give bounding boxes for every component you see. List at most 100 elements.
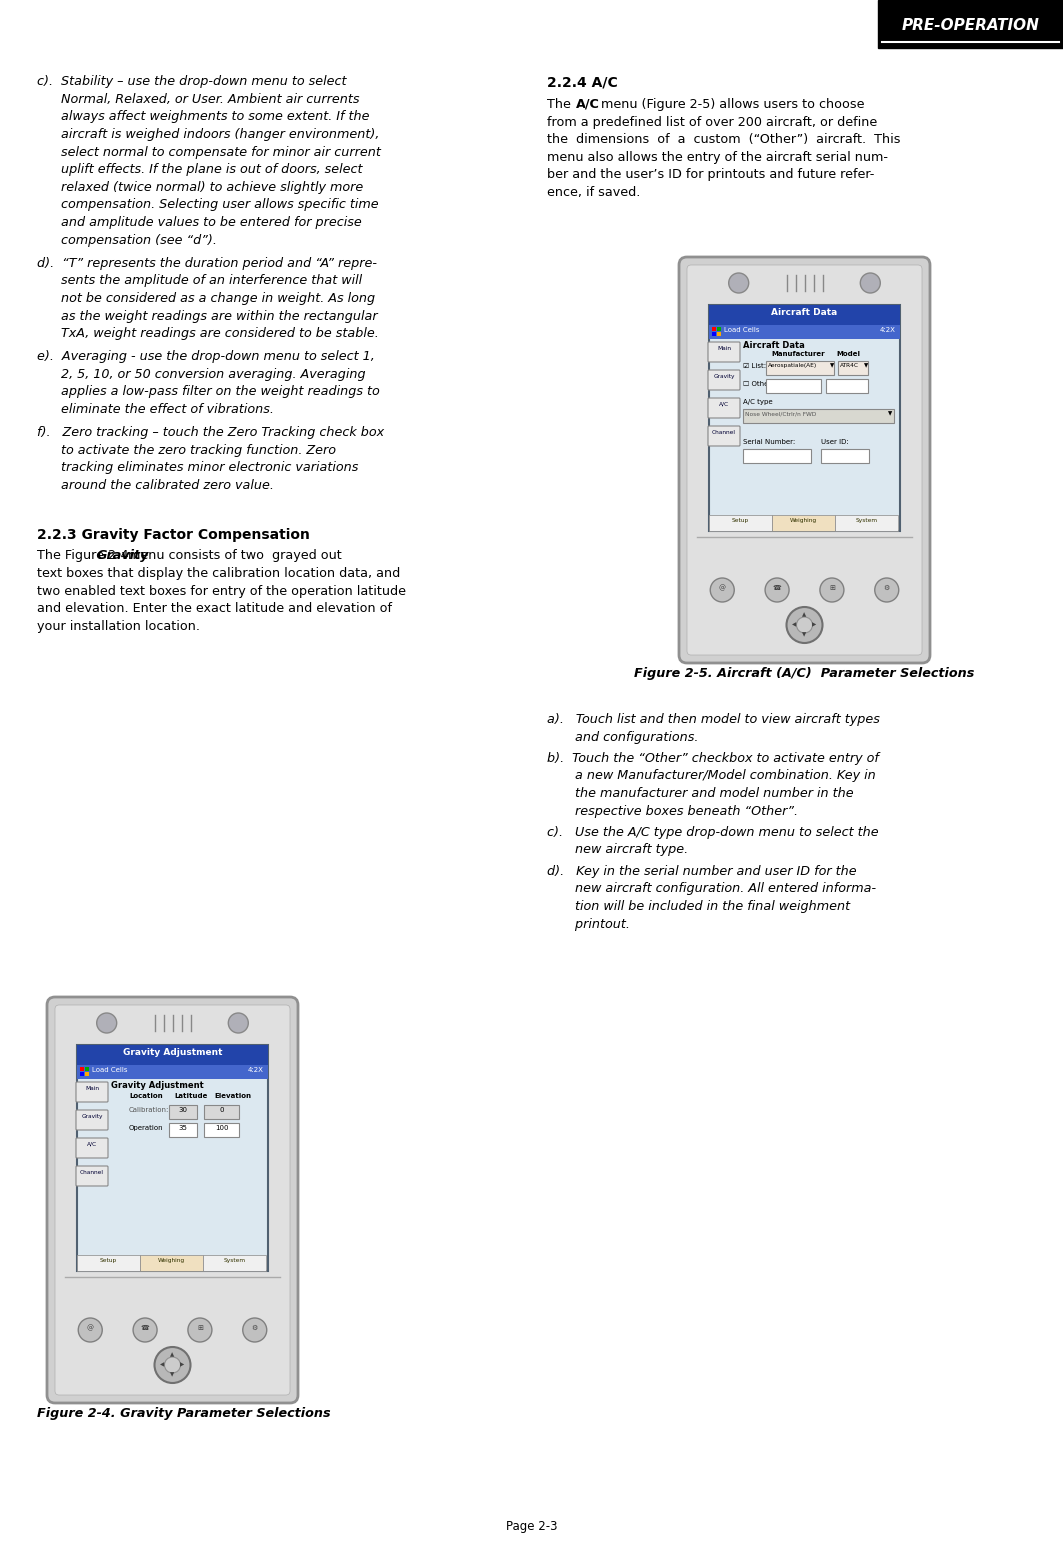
Text: ◀: ◀ (161, 1363, 165, 1367)
Text: new aircraft configuration. All entered informa-: new aircraft configuration. All entered … (547, 882, 877, 895)
Text: Model: Model (836, 351, 860, 357)
Circle shape (729, 273, 748, 294)
Bar (716, 332, 721, 335)
Text: c).   Use the A/C type drop-down menu to select the: c). Use the A/C type drop-down menu to s… (547, 827, 879, 839)
Text: ⚙: ⚙ (252, 1326, 258, 1330)
Bar (743, 409, 894, 423)
Text: ▼: ▼ (888, 411, 892, 416)
Text: ▶: ▶ (812, 623, 816, 627)
Circle shape (710, 578, 735, 603)
Text: not be considered as a change in weight. As long: not be considered as a change in weight.… (37, 292, 375, 304)
Bar (821, 450, 868, 464)
Text: 100: 100 (215, 1125, 229, 1131)
Circle shape (188, 1318, 212, 1343)
Bar (84, 1072, 88, 1075)
Text: ence, if saved.: ence, if saved. (547, 185, 641, 199)
Bar (712, 332, 716, 335)
Text: Latitude: Latitude (174, 1092, 207, 1098)
Text: Load Cells: Load Cells (92, 1068, 128, 1072)
FancyBboxPatch shape (687, 266, 922, 655)
Text: ▶: ▶ (181, 1363, 185, 1367)
Bar (77, 1044, 268, 1065)
Text: ▼: ▼ (830, 363, 834, 368)
Text: Aircraft Data: Aircraft Data (772, 307, 838, 317)
Text: Operation: Operation (129, 1125, 164, 1131)
Text: 30: 30 (179, 1108, 187, 1112)
Text: Elevation: Elevation (214, 1092, 251, 1098)
Circle shape (154, 1347, 190, 1383)
Text: ☑ List:: ☑ List: (743, 363, 766, 369)
Circle shape (875, 578, 898, 603)
Text: Gravity Adjustment: Gravity Adjustment (111, 1082, 204, 1091)
Text: Weighing: Weighing (790, 518, 817, 524)
Text: User ID:: User ID: (821, 439, 848, 445)
Text: Gravity: Gravity (81, 1114, 103, 1119)
Text: sents the amplitude of an interference that will: sents the amplitude of an interference t… (37, 275, 362, 287)
Text: A/C: A/C (719, 402, 729, 406)
Text: relaxed (twice normal) to achieve slightly more: relaxed (twice normal) to achieve slight… (37, 181, 364, 193)
Text: ⊞: ⊞ (197, 1326, 203, 1330)
Text: aircraft is weighed indoors (hanger environment),: aircraft is weighed indoors (hanger envi… (37, 128, 379, 141)
Bar (709, 514, 772, 531)
Text: Setup: Setup (100, 1258, 117, 1264)
FancyBboxPatch shape (75, 1139, 108, 1159)
Bar (766, 379, 821, 392)
Text: 0: 0 (219, 1108, 223, 1112)
Bar (80, 1072, 84, 1075)
Bar (204, 1123, 239, 1137)
Text: always affect weighments to some extent. If the: always affect weighments to some extent.… (37, 110, 370, 124)
Text: Figure 2-5. Aircraft (A/C)  Parameter Selections: Figure 2-5. Aircraft (A/C) Parameter Sel… (635, 667, 975, 680)
Text: select normal to compensate for minor air current: select normal to compensate for minor ai… (37, 145, 381, 159)
Text: ▼: ▼ (864, 363, 868, 368)
Text: printout.: printout. (547, 918, 630, 930)
Text: uplift effects. If the plane is out of doors, select: uplift effects. If the plane is out of d… (37, 164, 362, 176)
Text: The: The (547, 97, 575, 111)
Text: Channel: Channel (712, 430, 736, 436)
Bar (709, 304, 900, 531)
Text: text boxes that display the calibration location data, and: text boxes that display the calibration … (37, 567, 401, 579)
Text: menu consists of two  grayed out: menu consists of two grayed out (124, 550, 342, 562)
Text: ⚙: ⚙ (883, 586, 890, 592)
Text: @: @ (719, 586, 726, 592)
Text: System: System (856, 518, 878, 524)
Text: Calibration:: Calibration: (129, 1108, 169, 1112)
Text: Serial Number:: Serial Number: (743, 439, 795, 445)
Text: Load Cells: Load Cells (724, 328, 759, 334)
Bar (766, 362, 834, 375)
Text: m: m (241, 1108, 248, 1112)
Text: the manufacturer and model number in the: the manufacturer and model number in the (547, 786, 854, 800)
Bar (84, 1068, 88, 1071)
FancyBboxPatch shape (75, 1109, 108, 1129)
Text: System: System (223, 1258, 246, 1264)
FancyBboxPatch shape (75, 1082, 108, 1102)
Bar (838, 362, 868, 375)
Bar (836, 514, 898, 531)
Text: d).   Key in the serial number and user ID for the: d). Key in the serial number and user ID… (547, 865, 857, 878)
Circle shape (820, 578, 844, 603)
Text: and elevation. Enter the exact latitude and elevation of: and elevation. Enter the exact latitude … (37, 603, 392, 615)
Bar (712, 328, 716, 331)
Text: a new Manufacturer/Model combination. Key in: a new Manufacturer/Model combination. Ke… (547, 769, 876, 782)
Text: Gravity: Gravity (97, 550, 149, 562)
Text: 35: 35 (179, 1125, 187, 1131)
Bar (878, 0, 1063, 48)
Text: the  dimensions  of  a  custom  (“Other”)  aircraft.  This: the dimensions of a custom (“Other”) air… (547, 133, 901, 147)
FancyBboxPatch shape (47, 997, 298, 1403)
Text: and amplitude values to be entered for precise: and amplitude values to be entered for p… (37, 216, 362, 229)
Text: c).  Stability – use the drop-down menu to select: c). Stability – use the drop-down menu t… (37, 76, 347, 88)
Bar (743, 450, 811, 464)
Text: respective boxes beneath “Other”.: respective boxes beneath “Other”. (547, 805, 798, 817)
FancyBboxPatch shape (708, 426, 740, 447)
Text: ATR4C: ATR4C (840, 363, 859, 368)
Text: tion will be included in the final weighment: tion will be included in the final weigh… (547, 899, 850, 913)
Text: The Figure 2-4: The Figure 2-4 (37, 550, 133, 562)
Text: ber and the user’s ID for printouts and future refer-: ber and the user’s ID for printouts and … (547, 168, 875, 181)
Text: Channel: Channel (80, 1170, 104, 1176)
Text: from a predefined list of over 200 aircraft, or define: from a predefined list of over 200 aircr… (547, 116, 878, 128)
Text: f).   Zero tracking – touch the Zero Tracking check box: f). Zero tracking – touch the Zero Track… (37, 426, 385, 439)
Text: to activate the zero tracking function. Zero: to activate the zero tracking function. … (37, 443, 336, 456)
Circle shape (787, 607, 823, 643)
Text: new aircraft type.: new aircraft type. (547, 844, 689, 856)
Circle shape (229, 1014, 249, 1034)
Text: compensation. Selecting user allows specific time: compensation. Selecting user allows spec… (37, 198, 378, 212)
